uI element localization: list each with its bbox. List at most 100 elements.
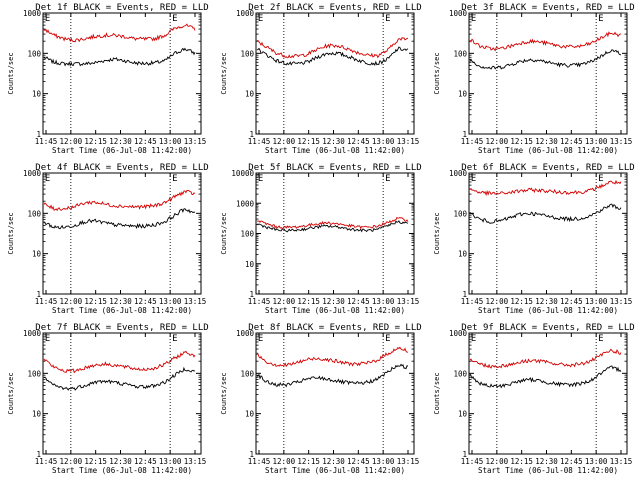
panel-title: Det 1f BLACK = Events, RED = LLD <box>35 3 208 13</box>
series-events-line <box>257 364 408 386</box>
y-tick-label: 10 <box>32 410 42 419</box>
x-tick-label: 12:00 <box>273 297 296 306</box>
y-tick-label: 100 <box>453 369 467 378</box>
plot-frame <box>469 333 627 454</box>
y-tick-label: 10000 <box>231 169 254 178</box>
x-tick-label: 12:15 <box>297 297 320 306</box>
x-tick-label: 13:00 <box>372 457 395 466</box>
event-marker-label: E <box>45 174 50 184</box>
y-tick-label: 100 <box>240 230 254 239</box>
x-tick-label: 12:15 <box>84 457 107 466</box>
x-tick-label: 12:45 <box>134 297 157 306</box>
series-events-line <box>44 209 195 229</box>
y-tick-label: 1000 <box>23 169 42 178</box>
event-marker-label: E <box>598 14 603 24</box>
y-tick-label: 1000 <box>449 169 468 178</box>
y-axis-label: Counts/sec <box>220 212 228 254</box>
x-axis-label: Start Time (06-Jul-08 11:42:00) <box>52 306 192 315</box>
y-tick-label: 1 <box>462 130 467 139</box>
y-tick-label: 1000 <box>23 329 42 338</box>
x-tick-label: 12:30 <box>322 137 345 146</box>
x-tick-label: 12:45 <box>134 457 157 466</box>
event-marker-label: E <box>45 334 50 344</box>
x-tick-label: 12:45 <box>347 297 370 306</box>
y-tick-label: 1000 <box>236 9 255 18</box>
y-axis-label: Counts/sec <box>433 52 441 94</box>
x-tick-label: 12:00 <box>273 137 296 146</box>
y-tick-label: 1 <box>36 130 41 139</box>
panel-title: Det 2f BLACK = Events, RED = LLD <box>248 3 421 13</box>
y-axis-label: Counts/sec <box>220 372 228 414</box>
y-tick-label: 100 <box>27 369 41 378</box>
x-axis-label: Start Time (06-Jul-08 11:42:00) <box>478 466 618 475</box>
x-tick-label: 13:15 <box>184 297 207 306</box>
x-axis-label: Start Time (06-Jul-08 11:42:00) <box>478 306 618 315</box>
y-tick-label: 10 <box>32 90 42 99</box>
panel-title: Det 5f BLACK = Events, RED = LLD <box>248 163 421 173</box>
x-tick-label: 12:15 <box>510 457 533 466</box>
plot-frame <box>256 333 414 454</box>
x-tick-label: 13:00 <box>159 457 182 466</box>
x-tick-label: 12:15 <box>297 457 320 466</box>
x-tick-label: 12:30 <box>535 457 558 466</box>
y-axis-label: Counts/sec <box>220 52 228 94</box>
event-marker-label: E <box>598 334 603 344</box>
y-tick-label: 1 <box>462 290 467 299</box>
x-tick-label: 13:15 <box>610 137 633 146</box>
x-axis-label: Start Time (06-Jul-08 11:42:00) <box>265 306 405 315</box>
y-tick-label: 100 <box>27 209 41 218</box>
x-axis-label: Start Time (06-Jul-08 11:42:00) <box>52 466 192 475</box>
y-tick-label: 1000 <box>23 9 42 18</box>
plot-frame <box>43 13 201 134</box>
series-lld-line <box>44 24 195 42</box>
y-tick-label: 1 <box>36 290 41 299</box>
x-tick-label: 13:15 <box>184 457 207 466</box>
x-tick-label: 12:00 <box>486 137 509 146</box>
x-axis-label: Start Time (06-Jul-08 11:42:00) <box>265 146 405 155</box>
y-axis-label: Counts/sec <box>7 372 15 414</box>
x-tick-label: 13:00 <box>585 137 608 146</box>
series-events-line <box>470 50 621 69</box>
x-tick-label: 12:00 <box>60 137 83 146</box>
series-lld-line <box>257 347 408 366</box>
x-tick-label: 13:00 <box>372 137 395 146</box>
event-marker-label: E <box>471 334 476 344</box>
y-tick-label: 100 <box>453 49 467 58</box>
plot-frame <box>256 13 414 134</box>
y-tick-label: 10 <box>245 90 255 99</box>
series-lld-line <box>470 349 621 368</box>
x-tick-label: 13:00 <box>585 457 608 466</box>
x-tick-label: 12:30 <box>109 297 132 306</box>
x-tick-label: 12:45 <box>134 137 157 146</box>
y-tick-label: 1 <box>249 290 254 299</box>
x-tick-label: 12:45 <box>347 457 370 466</box>
y-tick-label: 1000 <box>236 199 255 208</box>
event-marker-label: E <box>258 14 263 24</box>
x-tick-label: 12:45 <box>560 297 583 306</box>
panel-title: Det 7f BLACK = Events, RED = LLD <box>35 323 208 333</box>
event-marker-label: E <box>598 174 603 184</box>
y-tick-label: 1 <box>36 450 41 459</box>
x-tick-label: 12:00 <box>486 297 509 306</box>
y-tick-label: 1000 <box>449 9 468 18</box>
y-tick-label: 100 <box>240 49 254 58</box>
x-tick-label: 12:00 <box>60 297 83 306</box>
panel-det-6f: Det 6f BLACK = Events, RED = LLD11:45 12:… <box>433 163 635 315</box>
event-marker-label: E <box>471 174 476 184</box>
x-tick-label: 13:15 <box>397 137 420 146</box>
y-tick-label: 100 <box>27 49 41 58</box>
event-marker-label: E <box>385 334 390 344</box>
x-tick-label: 13:15 <box>610 297 633 306</box>
x-tick-label: 13:15 <box>610 457 633 466</box>
x-tick-label: 13:15 <box>397 297 420 306</box>
x-tick-label: 12:30 <box>322 457 345 466</box>
y-tick-label: 10 <box>458 90 468 99</box>
x-axis-label: Start Time (06-Jul-08 11:42:00) <box>265 466 405 475</box>
y-tick-label: 10 <box>458 250 468 259</box>
x-tick-label: 12:30 <box>535 137 558 146</box>
event-marker-label: E <box>172 14 177 24</box>
